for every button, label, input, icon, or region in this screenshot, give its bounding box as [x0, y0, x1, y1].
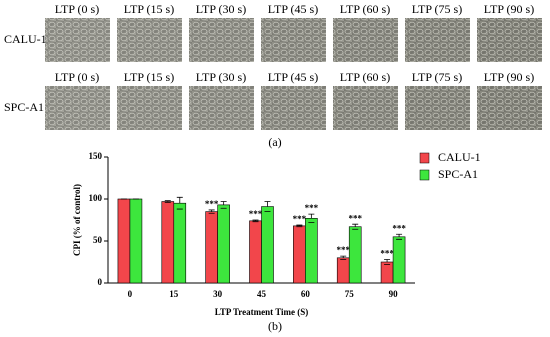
column-label: LTP (0 s) [55, 2, 99, 16]
error-bar [384, 259, 391, 265]
micrograph [117, 86, 182, 130]
error-bar [296, 224, 303, 228]
bar [249, 220, 262, 284]
legend-swatch [419, 169, 430, 181]
x-tick-label: 60 [301, 289, 311, 299]
micrograph [261, 18, 326, 62]
significance: *** [249, 209, 263, 219]
column-label: LTP (45 s) [268, 2, 318, 16]
column-label: LTP (15 s) [124, 2, 174, 16]
x-tick-label: 15 [169, 289, 179, 299]
x-tick-label: 75 [345, 289, 355, 299]
column-label: LTP (75 s) [412, 2, 462, 16]
micrograph [45, 18, 110, 62]
bar [217, 204, 230, 284]
caption-b: (b) [268, 319, 282, 333]
column-label: LTP (45 s) [268, 70, 318, 84]
bar [117, 198, 131, 284]
micrograph [333, 18, 398, 62]
legend-label: SPC-A1 [438, 167, 478, 181]
micrograph [45, 86, 110, 130]
bar [392, 236, 406, 284]
significance: *** [293, 214, 307, 224]
significance: *** [336, 245, 350, 255]
y-tick-label: 150 [89, 151, 103, 161]
bar [293, 225, 306, 284]
micrograph [261, 86, 326, 130]
row-label: SPC-A1 [4, 100, 44, 114]
micrograph [405, 18, 470, 62]
bar [205, 211, 218, 284]
micrograph [477, 86, 542, 130]
significance: *** [392, 223, 406, 233]
legend-label: CALU-1 [438, 150, 481, 164]
y-tick-label: 100 [89, 193, 103, 203]
micrograph [117, 18, 182, 62]
y-axis-label: CPI (% of control) [72, 184, 82, 256]
error-bar [396, 233, 403, 240]
bar [261, 206, 274, 284]
error-bar [264, 201, 271, 212]
error-bar [340, 255, 347, 260]
x-axis-label: LTP Treatment Time (S) [215, 307, 309, 317]
error-bar [220, 201, 227, 209]
column-label: LTP (0 s) [55, 70, 99, 84]
significance: *** [380, 249, 394, 259]
bar [336, 257, 350, 284]
x-tick-label: 90 [389, 289, 399, 299]
error-bar [208, 209, 215, 214]
caption-a: (a) [268, 135, 281, 149]
column-label: LTP (30 s) [196, 2, 246, 16]
column-label: LTP (75 s) [412, 70, 462, 84]
x-tick-label: 45 [257, 289, 267, 299]
bar [161, 201, 175, 284]
bar [380, 261, 394, 284]
error-bar [308, 213, 315, 223]
column-label: LTP (30 s) [196, 70, 246, 84]
column-label: LTP (90 s) [484, 2, 534, 16]
significance: *** [348, 213, 362, 223]
micrograph [189, 86, 254, 130]
error-bar [352, 223, 359, 230]
bar [173, 202, 187, 284]
y-tick-label: 0 [98, 277, 103, 287]
bar [348, 226, 362, 284]
legend-swatch [419, 152, 430, 164]
row-label: CALU-1 [4, 32, 47, 46]
significance: *** [305, 203, 319, 213]
error-bar [176, 196, 183, 210]
y-tick-label: 50 [93, 235, 103, 245]
column-label: LTP (60 s) [340, 2, 390, 16]
micrograph [405, 86, 470, 130]
micrograph [477, 18, 542, 62]
micrograph [189, 18, 254, 62]
column-label: LTP (90 s) [484, 70, 534, 84]
significance: *** [205, 199, 219, 209]
column-label: LTP (60 s) [340, 70, 390, 84]
bar [129, 198, 143, 284]
bar [305, 218, 318, 284]
x-tick-label: 30 [213, 289, 223, 299]
micrograph [333, 86, 398, 130]
column-label: LTP (15 s) [124, 70, 174, 84]
error-bar [164, 200, 171, 203]
error-bar [252, 219, 259, 223]
x-tick-label: 0 [128, 289, 133, 299]
